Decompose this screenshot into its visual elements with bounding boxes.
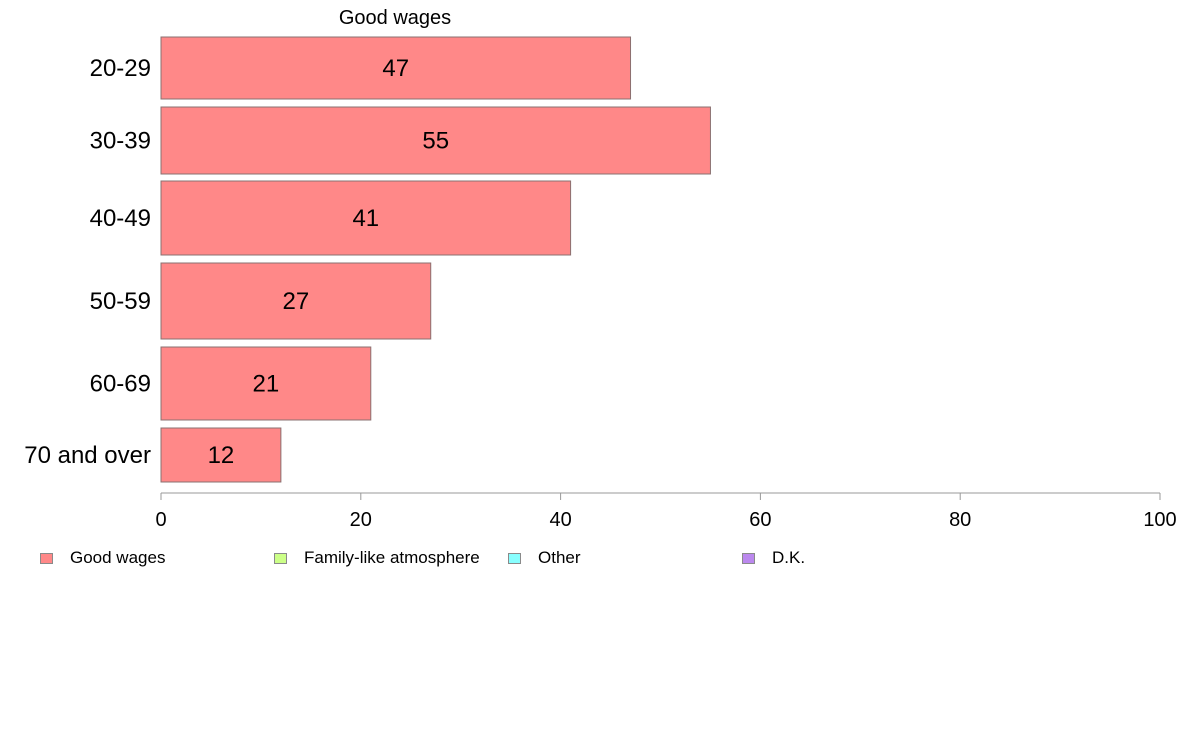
- category-label-50-59: 50-59: [90, 288, 151, 315]
- x-tick-label-0: 0: [155, 509, 166, 531]
- legend-item-dk: D.K.: [742, 548, 805, 568]
- chart-title: Good wages: [339, 7, 451, 29]
- bar-60-69: [160, 346, 372, 421]
- bar-value-label-20-29: 47: [382, 55, 409, 82]
- x-tick-label-20: 20: [350, 509, 372, 531]
- bars-group: 47 20-29 55 30-39 41 40-49 27 50-59 21 60-69 12 70 …: [24, 36, 711, 483]
- category-label-60-69: 60-69: [90, 371, 151, 398]
- bar-value-label-40-49: 41: [352, 205, 379, 232]
- legend-swatch-other: [508, 552, 521, 564]
- x-tick-label-60: 60: [749, 509, 771, 531]
- legend-item-family-like-atmosphere: Family-like atmosphere: [274, 548, 480, 568]
- bar-value-label-70-and-over: 12: [208, 442, 235, 469]
- x-axis: 0 20 40 60 80 100: [155, 492, 1177, 531]
- bar-40-49: [160, 180, 572, 256]
- bar-20-29: [160, 36, 632, 100]
- legend-label-good-wages: Good wages: [70, 548, 166, 567]
- legend-swatch-dk: [742, 552, 755, 564]
- x-tick-label-100: 100: [1143, 509, 1176, 531]
- bar-30-39: [160, 106, 711, 175]
- legend-item-other: Other: [508, 548, 581, 568]
- legend-swatch-family-like-atmosphere: [274, 552, 287, 564]
- x-tick-label-40: 40: [549, 509, 571, 531]
- legend-swatch-good-wages: [40, 552, 53, 564]
- legend-item-good-wages: Good wages: [40, 548, 165, 568]
- bar-value-label-50-59: 27: [283, 288, 310, 315]
- category-label-70-and-over: 70 and over: [24, 442, 151, 469]
- legend-label-dk: D.K.: [772, 548, 806, 567]
- legend: Good wages Family-like atmosphere Other …: [0, 548, 1188, 572]
- legend-label-other: Other: [538, 548, 581, 567]
- bar-70-and-over: [160, 427, 282, 483]
- category-label-30-39: 30-39: [90, 128, 151, 155]
- legend-label-family-like-atmosphere: Family-like atmosphere: [304, 548, 480, 567]
- x-tick-label-80: 80: [949, 509, 971, 531]
- category-label-20-29: 20-29: [90, 55, 151, 82]
- bar-50-59: [160, 262, 432, 340]
- category-label-40-49: 40-49: [90, 205, 151, 232]
- bar-value-label-30-39: 55: [422, 128, 449, 155]
- bar-value-label-60-69: 21: [253, 371, 280, 398]
